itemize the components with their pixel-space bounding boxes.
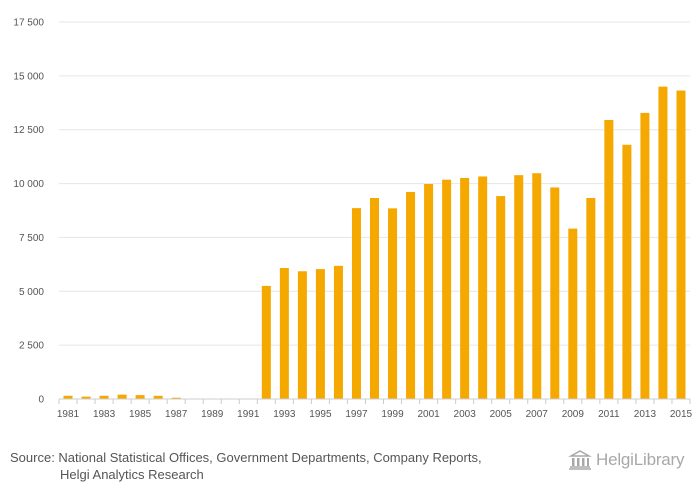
x-tick-label: 1995 (309, 409, 332, 420)
bar-2000 (406, 191, 416, 399)
bar-2001 (424, 184, 434, 399)
bar-1986 (153, 395, 163, 399)
bar-2012 (622, 144, 632, 399)
x-tick-label: 2015 (670, 409, 693, 420)
bar-1983 (99, 395, 109, 399)
y-tick-label: 5 000 (19, 287, 44, 298)
x-tick-label: 1997 (345, 409, 368, 420)
x-tick-label: 2011 (598, 409, 620, 420)
bar-2006 (514, 175, 524, 399)
x-tick-label: 1999 (381, 409, 404, 420)
bar-2004 (478, 176, 488, 399)
x-tick-label: 1981 (57, 409, 80, 420)
brand-name: HelgiLibrary (596, 450, 685, 469)
x-tick-label: 2001 (417, 409, 440, 420)
source-line-2: Helgi Analytics Research (60, 467, 204, 482)
x-tick-label: 1991 (237, 409, 260, 420)
bar-1996 (333, 265, 343, 399)
y-tick-label: 10 000 (13, 179, 44, 190)
y-tick-label: 7 500 (19, 233, 44, 244)
bar-1998 (369, 198, 379, 399)
source-line-1: Source: National Statistical Offices, Go… (10, 450, 482, 465)
bar-1999 (388, 208, 398, 399)
bar-1997 (351, 208, 361, 399)
bar-2015 (676, 90, 686, 399)
bar-2009 (568, 228, 578, 399)
x-tick-label: 1989 (201, 409, 224, 420)
y-tick-label: 12 500 (13, 125, 44, 136)
bar-2005 (496, 196, 506, 399)
bar-2014 (658, 86, 668, 399)
bar-1994 (297, 271, 307, 399)
source-note: Source: National Statistical Offices, Go… (10, 449, 550, 483)
x-tick-label: 1993 (273, 409, 296, 420)
bar-1993 (279, 268, 289, 399)
y-tick-label: 17 500 (13, 18, 44, 29)
x-tick-label: 1985 (129, 409, 152, 420)
bar-2010 (586, 198, 596, 399)
library-building-icon (568, 450, 592, 470)
y-tick-label: 15 000 (13, 71, 44, 82)
y-tick-label: 0 (38, 395, 44, 406)
bar-chart: 0 2 500 5 000 7 500 10 000 12 500 15 000 17 500… (13, 18, 693, 421)
bar-1982 (81, 396, 91, 399)
bar-1987 (171, 397, 181, 399)
bar-1985 (135, 395, 145, 399)
bar-2003 (460, 177, 470, 399)
bar-2013 (640, 112, 650, 399)
y-tick-label: 2 500 (19, 341, 44, 352)
x-tick-label: 2013 (634, 409, 657, 420)
helgi-library-logo: HelgiLibrary (568, 449, 685, 471)
y-axis-tick-labels: 0 2 500 5 000 7 500 10 000 12 500 15 000 17 500 (13, 18, 44, 406)
x-tick-label: 2003 (454, 409, 477, 420)
bar-1981 (63, 395, 73, 399)
bar-2007 (532, 173, 542, 399)
bar-1992 (261, 285, 271, 399)
bar-2002 (442, 179, 452, 399)
bar-1984 (117, 394, 127, 399)
x-tick-label: 1987 (165, 409, 188, 420)
x-axis: 1981 1983 1985 1987 1989 1991 1993 1995 1997 1999… (57, 398, 693, 420)
bar-2011 (604, 120, 614, 400)
bars (63, 86, 686, 400)
x-tick-label: 2009 (562, 409, 585, 420)
bar-2008 (550, 187, 560, 399)
bar-1995 (315, 269, 325, 399)
x-tick-label: 2007 (526, 409, 549, 420)
x-tick-label: 2005 (490, 409, 513, 420)
x-tick-label: 1983 (93, 409, 116, 420)
